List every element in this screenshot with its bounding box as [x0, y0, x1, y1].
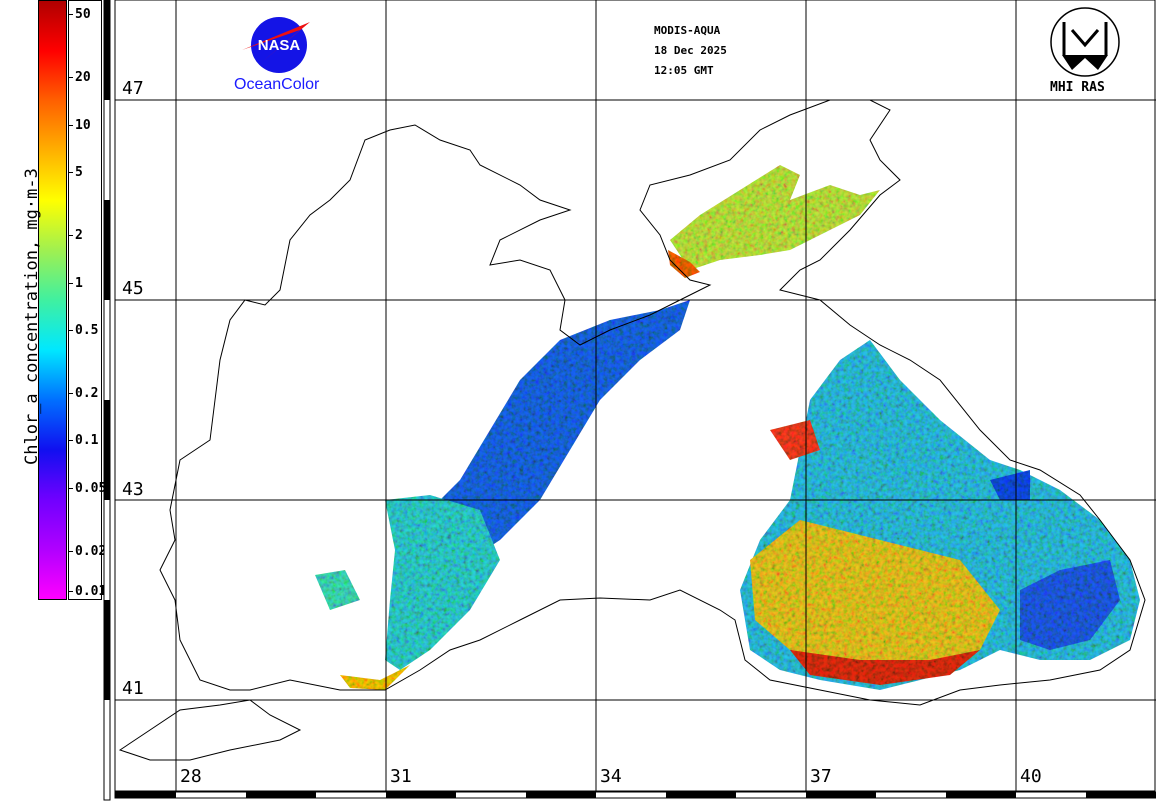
lat-label-47: 47: [120, 78, 146, 99]
lon-label-28: 28: [180, 766, 202, 787]
colorbar-gradient: [38, 0, 67, 600]
lon-label-37: 37: [810, 766, 832, 787]
colorbar-tick: 0.5: [68, 324, 98, 337]
oceancolor-label: OceanColor: [234, 76, 320, 93]
latitude-scale-bar: [103, 0, 111, 801]
date-label: 18 Dec 2025: [654, 44, 727, 57]
colorbar-tick: 0.02: [68, 545, 106, 558]
colorbar-tick: 10: [68, 119, 91, 132]
lon-label-40: 40: [1020, 766, 1042, 787]
colorbar-tick: 0.01: [68, 585, 106, 598]
colorbar-tick: 0.2: [68, 387, 98, 400]
coastline: [159, 99, 1146, 706]
svg-text:NASA: NASA: [258, 37, 301, 54]
lat-label-41: 41: [120, 678, 146, 699]
colorbar-tick: 50: [68, 8, 91, 21]
lat-label-43: 43: [120, 479, 146, 500]
colorbar-frame: [68, 0, 102, 600]
lon-label-34: 34: [600, 766, 622, 787]
sensor-label: MODIS-AQUA: [654, 24, 721, 37]
marmara-coastline: [118, 699, 302, 761]
longitude-scale-bar: [114, 791, 1156, 799]
lon-label-31: 31: [390, 766, 412, 787]
mhi-ras-logo: [1050, 7, 1120, 77]
lat-lon-grid: [115, 0, 1156, 791]
lat-label-45: 45: [120, 278, 146, 299]
chlorophyll-data: [315, 165, 1140, 690]
colorbar-tick: 0.05: [68, 482, 106, 495]
map-frame: [114, 0, 1156, 792]
time-label: 12:05 GMT: [654, 64, 714, 77]
colorbar-tick: 0.1: [68, 434, 98, 447]
colorbar-tick: 5: [68, 166, 83, 179]
nasa-logo: NASA: [242, 17, 310, 73]
colorbar-tick: 20: [68, 71, 91, 84]
colorbar-tick: 1: [68, 277, 83, 290]
colorbar-tick: 2: [68, 229, 83, 242]
mhi-ras-label: MHI RAS: [1050, 80, 1105, 95]
